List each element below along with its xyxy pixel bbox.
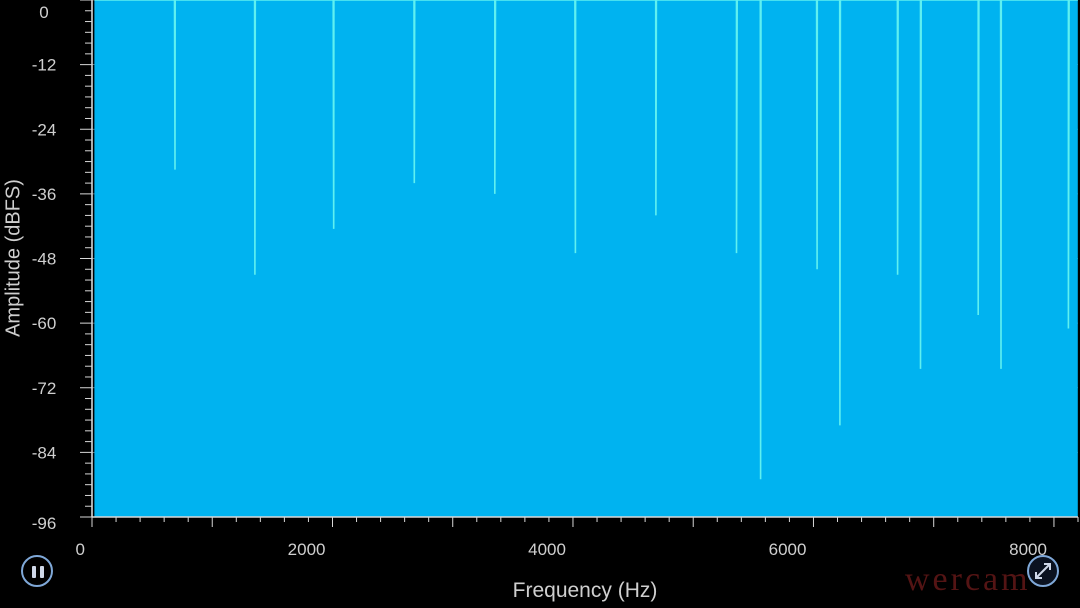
y-tick-label: -24 [32,120,57,139]
x-tick-label: 0 [76,540,85,559]
chart-axes [80,0,1079,527]
tick-labels: 0 -12 -24 -36 -48 -60 -72 -84 -96 0 2000 4000 6000 80… [32,3,1047,559]
y-tick-label: -96 [32,514,57,533]
x-tick-label: 2000 [288,540,326,559]
x-tick-label: 4000 [528,540,566,559]
expand-button[interactable] [1027,555,1059,587]
y-tick-label: 0 [39,3,48,22]
watermark: wercam [905,561,1031,598]
x-tick-label: 6000 [769,540,807,559]
y-axis-label: Amplitude (dBFS) [2,179,25,337]
pause-button[interactable] [21,555,53,587]
y-tick-label: -84 [32,443,57,462]
y-tick-label: -48 [32,250,57,269]
y-tick-label: -12 [32,56,57,75]
spectrum-fill [94,0,1078,517]
y-tick-label: -36 [32,185,57,204]
y-tick-label: -72 [32,379,57,398]
expand-icon [1035,563,1051,579]
x-tick-label: 8000 [1009,540,1047,559]
x-axis-label: Frequency (Hz) [512,579,658,602]
y-tick-label: -60 [32,314,57,333]
